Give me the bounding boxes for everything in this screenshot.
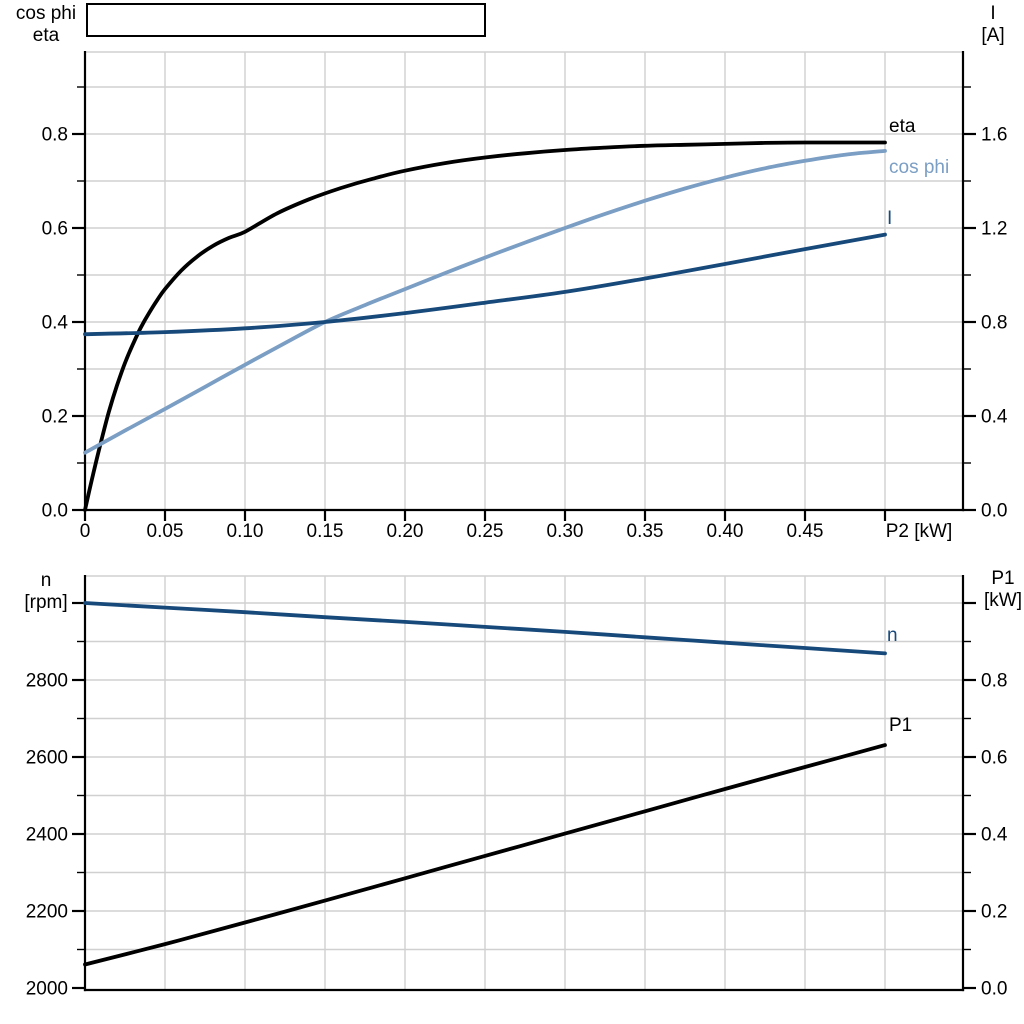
top-x-tick-label: 0.35 (627, 521, 664, 542)
p1-axis-label: P1 (991, 568, 1015, 589)
top-right-tick-label: 0.0 (981, 501, 1007, 522)
current-axis-label: I (990, 3, 996, 24)
top-chart-axes (83, 51, 965, 512)
top-chart-tick-labels: 0.0 0.2 0.4 0.6 0.8 0.0 0.4 0.8 1.2 1.6 0 0.05 0.10 0… (42, 125, 1008, 543)
speed-axis-label: n (40, 570, 52, 591)
bottom-left-tick-label: 2200 (26, 902, 68, 923)
top-chart-right-axis-unit: I [A] (963, 3, 1023, 47)
top-x-tick-label: 0.45 (787, 521, 824, 542)
bottom-right-tick-label: 0.8 (981, 671, 1007, 692)
bottom-right-tick-label: 0.4 (981, 825, 1008, 846)
cos-phi-curve (83, 149, 887, 455)
n-curve-label: n (887, 625, 898, 646)
bottom-chart-left-axis-unit: n [rpm] (8, 570, 84, 614)
top-chart-gridlines (84, 51, 964, 510)
kw-unit-label: [kW] (984, 590, 1022, 611)
n-curve (83, 601, 887, 656)
i-curve (83, 232, 887, 337)
top-x-tick-label: 0.05 (147, 521, 184, 542)
bottom-right-tick-label: 0.2 (981, 902, 1007, 923)
top-chart-left-axis-unit: cos phi eta (6, 3, 86, 47)
bottom-chart-axes (83, 575, 965, 992)
top-right-tick-label: 0.8 (981, 313, 1007, 334)
top-left-tick-label: 0.2 (42, 407, 68, 428)
cos-phi-axis-label: cos phi (15, 3, 77, 24)
bottom-chart-ticks (72, 601, 976, 990)
eta-axis-label: eta (32, 25, 60, 46)
top-right-tick-label: 1.2 (981, 219, 1007, 240)
bottom-right-tick-label: 0.6 (981, 748, 1007, 769)
top-chart-ticks (72, 86, 976, 521)
bottom-chart-tick-labels: 2000 2200 2400 2600 2800 0.0 0.2 0.4 0.6 0.8 (26, 671, 1008, 1000)
top-x-tick-label: 0.25 (467, 521, 504, 542)
bottom-chart-curves: n P1 (83, 601, 912, 967)
bottom-chart-gridlines (84, 575, 964, 990)
top-x-tick-label: 0.10 (227, 521, 264, 542)
top-right-tick-label: 0.4 (981, 407, 1008, 428)
rpm-unit-label: [rpm] (24, 592, 68, 613)
bottom-left-tick-label: 2800 (26, 671, 68, 692)
top-x-tick-label: 0.30 (547, 521, 584, 542)
top-x-tick-label: 0.20 (387, 521, 424, 542)
pump-title-box: CRI1-3 + 71B 0.37 kW 3*400 V, 50 Hz (86, 3, 486, 37)
bottom-right-tick-label: 0.0 (981, 979, 1007, 1000)
top-left-tick-label: 0.4 (42, 313, 69, 334)
p1-curve-label: P1 (889, 715, 912, 736)
p1-curve (83, 743, 887, 967)
eta-curve-label: eta (889, 116, 916, 137)
bottom-left-tick-label: 2400 (26, 825, 68, 846)
top-right-tick-label: 1.6 (981, 125, 1007, 146)
bottom-left-tick-label: 2000 (26, 979, 68, 1000)
bottom-left-tick-label: 2600 (26, 748, 68, 769)
top-left-tick-label: 0.6 (42, 219, 68, 240)
ampere-unit-label: [A] (981, 25, 1005, 46)
top-chart-curves: eta cos phi I (83, 116, 949, 512)
top-x-tick-label: 0 (80, 521, 91, 542)
cos-phi-curve-label: cos phi (889, 157, 949, 178)
top-left-tick-label: 0.0 (42, 501, 68, 522)
i-curve-label: I (887, 208, 892, 229)
x-axis-title: P2 [kW] (886, 521, 953, 542)
top-left-tick-label: 0.8 (42, 125, 68, 146)
top-x-tick-label: 0.15 (307, 521, 344, 542)
eta-curve (83, 140, 887, 512)
top-x-tick-label: 0.40 (707, 521, 744, 542)
bottom-chart-right-axis-unit: P1 [kW] (977, 568, 1024, 612)
